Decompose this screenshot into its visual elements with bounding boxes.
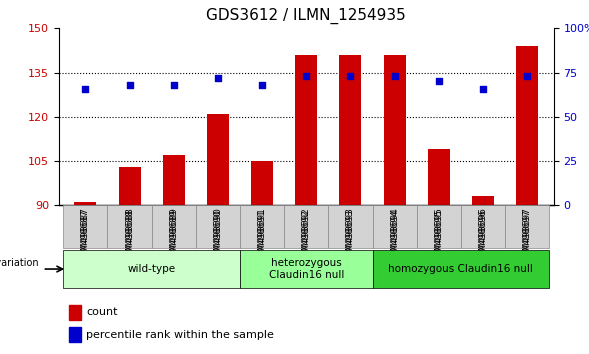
Text: GSM498690: GSM498690 <box>213 207 223 262</box>
Bar <box>74 202 97 205</box>
Text: GSM498697: GSM498697 <box>522 207 532 262</box>
Text: GSM498694: GSM498694 <box>390 207 399 262</box>
Text: GSM498695: GSM498695 <box>434 207 444 262</box>
Bar <box>207 114 229 205</box>
Point <box>434 79 444 84</box>
Point <box>81 86 90 91</box>
Bar <box>295 55 317 205</box>
Title: GDS3612 / ILMN_1254935: GDS3612 / ILMN_1254935 <box>206 8 406 24</box>
FancyBboxPatch shape <box>284 205 328 248</box>
Text: GSM498691: GSM498691 <box>257 207 267 262</box>
FancyBboxPatch shape <box>64 250 240 288</box>
Text: GSM498689: GSM498689 <box>169 207 178 262</box>
Text: wild-type: wild-type <box>128 264 176 274</box>
Point <box>213 75 223 81</box>
Text: GSM498687: GSM498687 <box>81 207 90 262</box>
Bar <box>428 149 450 205</box>
Text: GSM498696: GSM498696 <box>478 207 488 262</box>
Point <box>302 73 311 79</box>
FancyBboxPatch shape <box>373 250 549 288</box>
FancyBboxPatch shape <box>416 205 461 248</box>
FancyBboxPatch shape <box>152 205 196 248</box>
Bar <box>251 161 273 205</box>
Text: genotype/variation: genotype/variation <box>0 258 39 268</box>
Text: GSM498689: GSM498689 <box>169 210 178 264</box>
FancyBboxPatch shape <box>461 205 505 248</box>
Bar <box>163 155 185 205</box>
Point <box>169 82 178 88</box>
Point <box>346 73 355 79</box>
Text: GSM498693: GSM498693 <box>346 210 355 264</box>
Text: GSM498692: GSM498692 <box>302 207 311 262</box>
Text: heterozygous
Claudin16 null: heterozygous Claudin16 null <box>269 258 344 280</box>
Bar <box>516 46 538 205</box>
Text: homozygous Claudin16 null: homozygous Claudin16 null <box>389 264 533 274</box>
Bar <box>472 196 494 205</box>
Text: GSM498691: GSM498691 <box>257 210 267 264</box>
FancyBboxPatch shape <box>373 205 416 248</box>
FancyBboxPatch shape <box>505 205 549 248</box>
FancyBboxPatch shape <box>107 205 152 248</box>
Point <box>257 82 267 88</box>
Text: GSM498697: GSM498697 <box>522 210 532 264</box>
Text: GSM498690: GSM498690 <box>213 210 223 264</box>
Text: GSM498688: GSM498688 <box>125 210 134 264</box>
Bar <box>383 55 406 205</box>
Text: GSM498694: GSM498694 <box>390 210 399 264</box>
Point <box>390 73 399 79</box>
Text: GSM498688: GSM498688 <box>125 207 134 262</box>
Text: GSM498692: GSM498692 <box>302 210 311 264</box>
FancyBboxPatch shape <box>196 205 240 248</box>
Text: GSM498687: GSM498687 <box>81 210 90 264</box>
Text: count: count <box>86 307 118 317</box>
Bar <box>339 55 362 205</box>
Point <box>125 82 134 88</box>
Bar <box>118 167 141 205</box>
Text: GSM498696: GSM498696 <box>478 210 488 264</box>
Bar <box>69 327 81 342</box>
FancyBboxPatch shape <box>240 250 373 288</box>
FancyBboxPatch shape <box>240 205 284 248</box>
Text: percentile rank within the sample: percentile rank within the sample <box>86 330 274 339</box>
Text: GSM498695: GSM498695 <box>434 210 444 264</box>
Bar <box>69 305 81 320</box>
FancyBboxPatch shape <box>328 205 373 248</box>
Point <box>478 86 488 91</box>
FancyBboxPatch shape <box>64 205 107 248</box>
Text: GSM498693: GSM498693 <box>346 207 355 262</box>
Point <box>522 73 532 79</box>
